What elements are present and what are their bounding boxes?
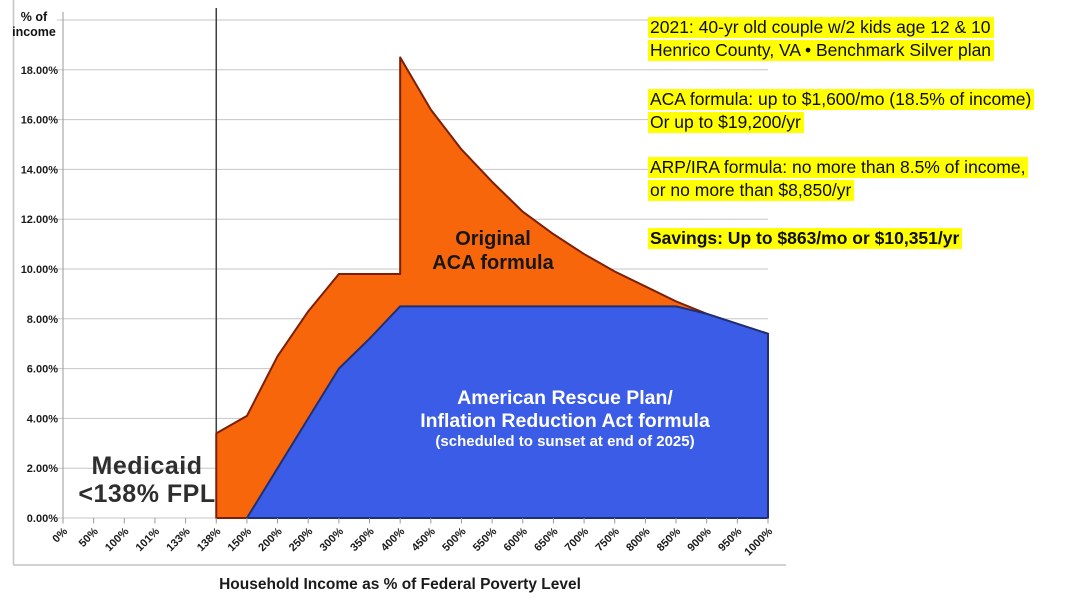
x-tick-label: 300% (318, 525, 347, 554)
y-tick-label: 10.00% (21, 264, 59, 276)
y-tick-label: 6.00% (27, 364, 58, 376)
annotation-scenario: 2021: 40-yr old couple w/2 kids age 12 &… (648, 16, 995, 62)
y-tick-label: 12.00% (21, 214, 59, 226)
annotation-text: Savings: Up to $863/mo or $10,351/yr (648, 228, 963, 249)
y-tick-label: 0.00% (27, 513, 58, 525)
annotation-aca-formula: ACA formula: up to $1,600/mo (18.5% of i… (648, 88, 1035, 134)
y-tick-label: 2.00% (27, 463, 58, 475)
x-tick-label: 1000% (742, 525, 775, 558)
x-tick-label: 101% (134, 525, 163, 554)
medicaid-label-line2: <138% FPL (78, 480, 216, 508)
annotation-line: Henrico County, VA • Benchmark Silver pl… (648, 39, 995, 62)
y-axis-title: % of income (6, 10, 62, 40)
medicaid-label: Medicaid <138% FPL (62, 452, 232, 508)
x-tick-label: 700% (563, 525, 592, 554)
x-axis-title: Household Income as % of Federal Poverty… (219, 576, 581, 593)
annotation-text: Henrico County, VA • Benchmark Silver pl… (648, 40, 995, 61)
annotation-text: ARP/IRA formula: no more than 8.5% of in… (648, 157, 1029, 178)
x-tick-label: 0% (50, 525, 70, 545)
x-tick-label: 800% (624, 525, 653, 554)
arp-area-label-line3: (scheduled to sunset at end of 2025) (435, 433, 695, 450)
annotation-line: Or up to $19,200/yr (648, 111, 1034, 134)
y-tick-label: 14.00% (21, 164, 59, 176)
x-tick-label: 600% (502, 525, 531, 554)
aca-area-label-line2: ACA formula (432, 252, 554, 274)
x-tick-label: 200% (256, 525, 285, 554)
annotation-text: Or up to $19,200/yr (648, 112, 804, 133)
x-tick-label: 138% (195, 525, 224, 554)
annotation-line: 2021: 40-yr old couple w/2 kids age 12 &… (648, 16, 994, 39)
x-tick-label: 350% (348, 525, 377, 554)
y-tick-label: 16.00% (21, 115, 59, 127)
y-axis-title-line2: income (12, 25, 56, 39)
x-tick-label: 133% (164, 525, 193, 554)
y-tick-label: 4.00% (27, 413, 58, 425)
arp-area-label: American Rescue Plan/ Inflation Reductio… (405, 387, 725, 451)
x-tick-label: 900% (685, 525, 714, 554)
aca-area-label-line1: Original (455, 228, 531, 250)
annotation-line: ARP/IRA formula: no more than 8.5% of in… (648, 156, 1029, 179)
annotation-line: Savings: Up to $863/mo or $10,351/yr (648, 227, 963, 250)
y-tick-label: 18.00% (21, 65, 59, 77)
annotation-line: ACA formula: up to $1,600/mo (18.5% of i… (648, 88, 1035, 111)
annotation-text: or no more than $8,850/yr (648, 180, 855, 201)
x-tick-label: 400% (379, 525, 408, 554)
x-tick-label: 850% (655, 525, 684, 554)
annotation-arp-formula: ARP/IRA formula: no more than 8.5% of in… (648, 156, 1029, 202)
arp-area-label-line1: American Rescue Plan/ (457, 387, 673, 409)
x-tick-label: 950% (716, 525, 745, 554)
x-tick-label: 50% (77, 525, 101, 549)
x-tick-label: 250% (287, 525, 316, 554)
medicaid-label-line1: Medicaid (91, 452, 203, 480)
x-tick-label: 500% (440, 525, 469, 554)
x-tick-label: 450% (410, 525, 439, 554)
aca-area-label: Original ACA formula (398, 227, 588, 275)
arp-ira-area (245, 305, 769, 519)
y-axis-title-line1: % of (20, 10, 48, 24)
annotation-line: or no more than $8,850/yr (648, 179, 1028, 202)
x-tick-label: 750% (593, 525, 622, 554)
arp-area-label-line2: Inflation Reduction Act formula (420, 410, 710, 432)
annotation-text: ACA formula: up to $1,600/mo (18.5% of i… (648, 89, 1035, 110)
y-tick-label: 8.00% (27, 314, 58, 326)
x-tick-label: 550% (471, 525, 500, 554)
annotation-savings: Savings: Up to $863/mo or $10,351/yr (648, 227, 963, 250)
x-tick-label: 650% (532, 525, 561, 554)
x-tick-label: 150% (226, 525, 255, 554)
annotation-text: 2021: 40-yr old couple w/2 kids age 12 &… (648, 17, 994, 38)
x-tick-label: 100% (103, 525, 132, 554)
